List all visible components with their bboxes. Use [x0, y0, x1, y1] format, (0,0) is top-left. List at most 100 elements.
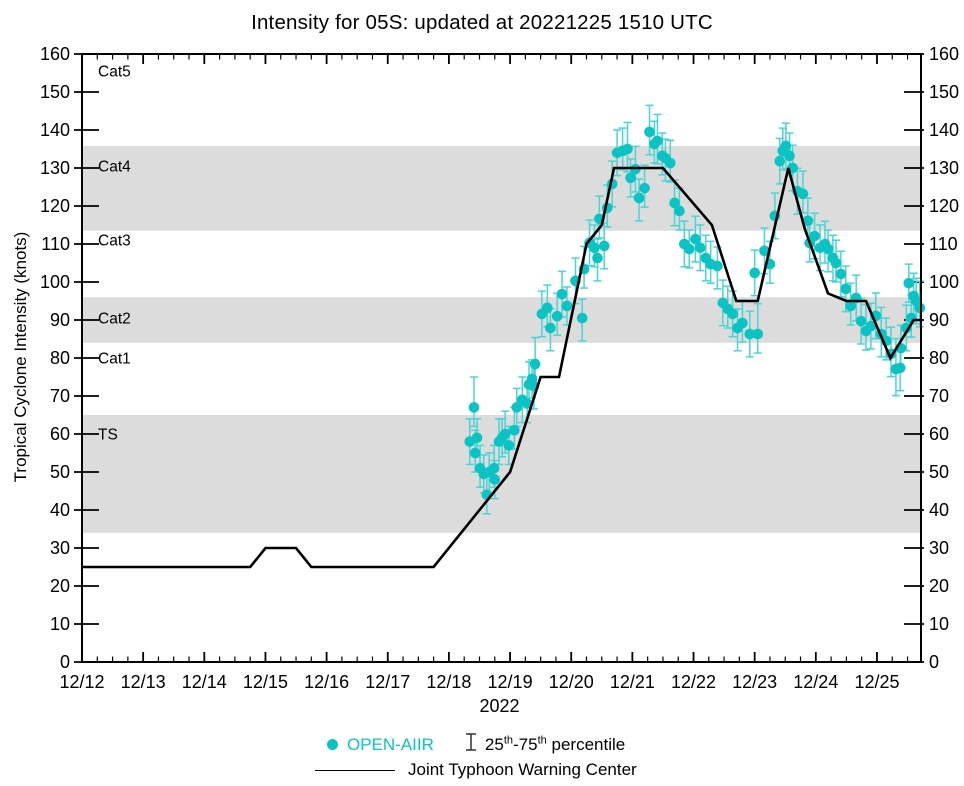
open-aiir-point	[469, 447, 481, 459]
open-aiir-point	[633, 192, 645, 204]
chart-title: Intensity for 05S: updated at 20221225 1…	[251, 11, 713, 34]
open-aiir-series	[464, 126, 926, 501]
y-tick-label-left: 120	[40, 196, 70, 216]
open-aiir-point	[809, 230, 820, 242]
y-tick-label-right: 60	[929, 424, 949, 444]
open-aiir-point	[468, 402, 480, 413]
open-aiir-point	[598, 240, 610, 252]
open-aiir-point	[644, 126, 655, 138]
open-aiir-point	[727, 308, 738, 320]
open-aiir-point	[759, 245, 770, 257]
y-tick-label-right: 40	[929, 500, 949, 520]
y-tick-label-right: 130	[929, 158, 959, 178]
y-tick-label-right: 140	[929, 120, 959, 140]
y-tick-label-right: 120	[929, 196, 959, 216]
open-aiir-point	[797, 188, 809, 200]
y-tick-label-left: 50	[50, 462, 70, 482]
open-aiir-point	[749, 267, 760, 279]
y-tick-label-left: 10	[50, 614, 70, 634]
y-tick-label-left: 60	[50, 424, 70, 444]
plot-frame	[81, 53, 922, 663]
y-tick-label-left: 20	[50, 576, 70, 596]
open-aiir-point	[752, 328, 764, 340]
open-aiir-point	[503, 440, 515, 451]
open-aiir-point	[674, 205, 685, 217]
y-axis: 0 0 10 10 20 20 30 30 40 40 50 50 60 60 70 70 80 80 90 90 10…	[40, 44, 959, 672]
y-tick-label-right: 70	[929, 386, 949, 406]
x-axis-year-label: 2022	[479, 696, 519, 716]
open-aiir-point	[894, 362, 906, 374]
x-tick-label: 12/13	[121, 672, 166, 692]
open-aiir-point	[652, 135, 663, 147]
y-tick-label-right: 50	[929, 462, 949, 482]
open-aiir-point	[545, 322, 556, 334]
open-aiir-point	[509, 424, 520, 436]
open-aiir-point	[780, 140, 792, 152]
y-tick-label-left: 30	[50, 538, 70, 558]
x-axis: 12/12 12/13 12/14 12/15 12/16 12/17 12/18 12/19…	[59, 54, 909, 716]
category-label-cat2: Cat2	[98, 311, 131, 328]
open-aiir-point	[903, 277, 915, 289]
open-aiir-point	[744, 328, 756, 340]
open-aiir-point	[639, 182, 650, 194]
category-label-cat4: Cat4	[98, 159, 131, 176]
open-aiir-point	[865, 320, 877, 332]
open-aiir-point	[694, 242, 706, 254]
open-aiir-point	[511, 402, 523, 413]
y-tick-label-left: 70	[50, 386, 70, 406]
category-label-cat3: Cat3	[98, 233, 131, 250]
y-tick-label-right: 0	[929, 652, 939, 672]
category-label-cat5: Cat5	[98, 64, 131, 81]
open-aiir-point	[737, 317, 748, 329]
open-aiir-point	[840, 283, 852, 295]
x-tick-label: 12/19	[488, 672, 533, 692]
y-tick-label-right: 20	[929, 576, 949, 596]
x-tick-label: 12/15	[243, 672, 288, 692]
y-tick-label-left: 150	[40, 82, 70, 102]
x-tick-label: 12/23	[732, 672, 777, 692]
y-tick-label-right: 10	[929, 614, 949, 634]
x-tick-label: 12/22	[671, 672, 716, 692]
open-aiir-point	[576, 312, 588, 324]
open-aiir-point	[712, 260, 723, 272]
error-bar-icon	[464, 731, 478, 758]
jtwc-series	[82, 166, 921, 569]
open-aiir-point	[556, 288, 568, 300]
open-aiir-point	[822, 243, 834, 255]
category-labels: Cat5 Cat4 Cat3 Cat2 Cat1 TS	[98, 64, 131, 444]
band-cat2	[82, 297, 921, 343]
open-aiir-point	[690, 233, 701, 245]
open-aiir-point	[774, 155, 786, 167]
open-aiir-point	[592, 252, 603, 264]
x-tick-label: 12/16	[304, 672, 349, 692]
open-aiir-point	[521, 398, 533, 409]
open-aiir-point	[529, 358, 541, 370]
open-aiir-point	[835, 268, 847, 280]
x-tick-label: 12/24	[793, 672, 838, 692]
open-aiir-point	[784, 150, 795, 162]
y-tick-label-right: 80	[929, 348, 949, 368]
x-tick-label: 12/14	[182, 672, 227, 692]
y-tick-label-left: 100	[40, 272, 70, 292]
open-aiir-point	[488, 462, 500, 474]
y-tick-label-left: 40	[50, 500, 70, 520]
jtwc-line	[82, 166, 921, 569]
open-aiir-point	[561, 300, 573, 312]
y-tick-label-right: 100	[929, 272, 959, 292]
legend-percentile-label: 25th-75th percentile	[484, 733, 626, 754]
open-aiir-point	[625, 172, 636, 184]
x-tick-label: 12/21	[610, 672, 655, 692]
open-aiir-dot-icon	[327, 739, 338, 750]
open-aiir-point	[622, 143, 633, 155]
x-tick-label: 12/20	[549, 672, 594, 692]
y-tick-label-right: 30	[929, 538, 949, 558]
open-aiir-point	[855, 315, 867, 327]
open-aiir-point	[845, 300, 856, 312]
open-aiir-point	[499, 428, 511, 440]
open-aiir-point	[683, 243, 695, 255]
x-tick-label: 12/17	[365, 672, 410, 692]
open-aiir-point	[914, 302, 926, 314]
open-aiir-point	[664, 157, 676, 169]
x-tick-label: 12/12	[59, 672, 104, 692]
